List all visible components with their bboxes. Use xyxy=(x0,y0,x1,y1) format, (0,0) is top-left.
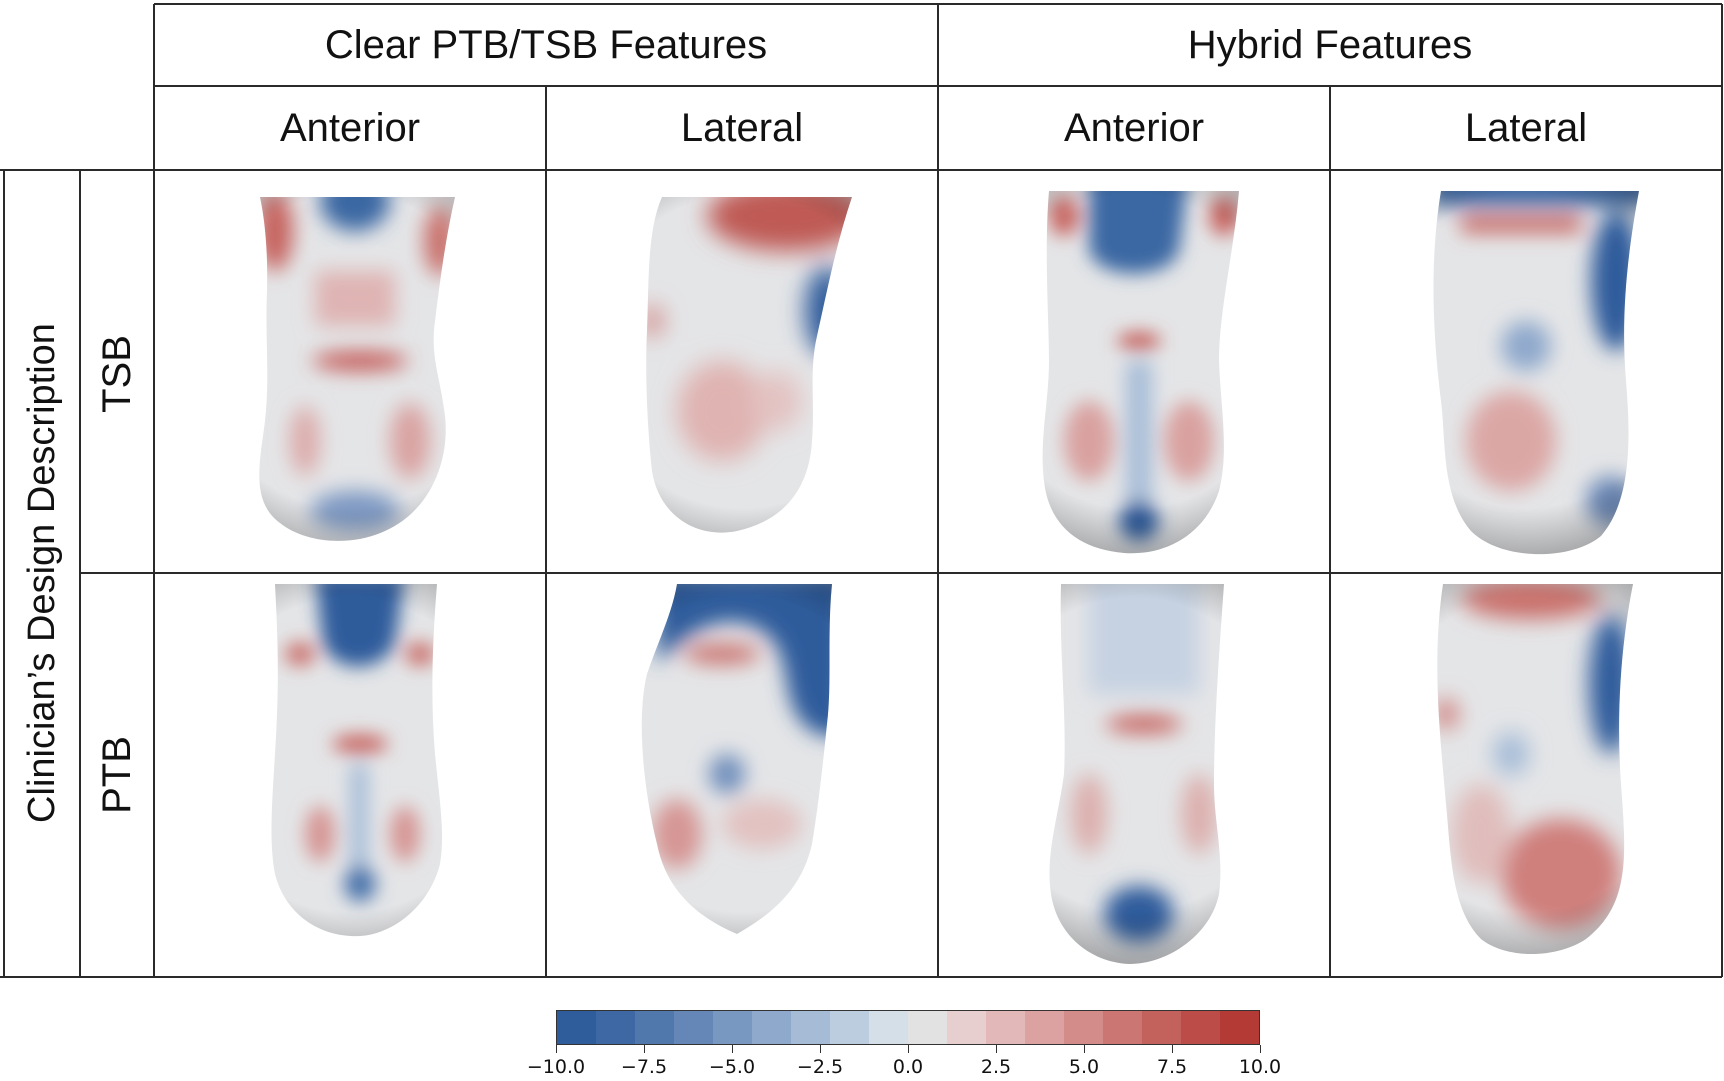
colorbar-tick xyxy=(1084,1045,1085,1053)
column-header-anterior-1: Anterior xyxy=(279,105,421,150)
colorbar-tick-label: −5.0 xyxy=(708,1056,756,1078)
colorbar-tick-label: 10.0 xyxy=(1238,1056,1282,1078)
colorbar-tick xyxy=(644,1045,645,1053)
colorbar-tick xyxy=(1260,1045,1261,1053)
colorbar-segment xyxy=(596,1011,635,1044)
colorbar-segment xyxy=(830,1011,869,1044)
colorbar-segment xyxy=(908,1011,947,1044)
colorbar-segment xyxy=(791,1011,830,1044)
column-header-lateral-2: Lateral xyxy=(1464,105,1588,150)
colorbar-tick-label: −7.5 xyxy=(620,1056,668,1078)
row-axis-label: Clinician’s Design Description xyxy=(20,323,63,823)
heatmap-ptb-hybrid-anterior xyxy=(939,574,1329,976)
colorbar-tick xyxy=(908,1045,909,1053)
colorbar-tick xyxy=(996,1045,997,1053)
colorbar-segment xyxy=(1103,1011,1142,1044)
colorbar-tick xyxy=(556,1045,557,1053)
colorbar-tick xyxy=(1172,1045,1173,1053)
row-label-tsb: TSB xyxy=(94,335,139,413)
row-label-ptb: PTB xyxy=(94,736,139,814)
colorbar-segment xyxy=(1220,1011,1259,1044)
colorbar-segment xyxy=(752,1011,791,1044)
colorbar-tick-label: 0.0 xyxy=(892,1056,924,1078)
colorbar-tick-label: 7.5 xyxy=(1156,1056,1188,1078)
column-header-lateral-1: Lateral xyxy=(680,105,804,150)
colorbar-tick-label: 2.5 xyxy=(980,1056,1012,1078)
colorbar-segment xyxy=(713,1011,752,1044)
heatmap-tsb-clear-anterior xyxy=(155,171,545,572)
colorbar-segment xyxy=(1025,1011,1064,1044)
column-group-clear-features-label: Clear PTB/TSB Features xyxy=(324,22,768,67)
colorbar-tick-label: 5.0 xyxy=(1068,1056,1100,1078)
colorbar-segment xyxy=(674,1011,713,1044)
colorbar-segment xyxy=(869,1011,908,1044)
colorbar-tick-label: −2.5 xyxy=(796,1056,844,1078)
colorbar-segment xyxy=(635,1011,674,1044)
colorbar-segment xyxy=(947,1011,986,1044)
heatmap-tsb-clear-lateral xyxy=(547,171,937,572)
colorbar-segment xyxy=(1142,1011,1181,1044)
colorbar-segment xyxy=(986,1011,1025,1044)
heatmap-tsb-hybrid-anterior xyxy=(939,171,1329,572)
heatmap-ptb-clear-lateral xyxy=(547,574,937,976)
column-group-clear-features: Clear PTB/TSB Features xyxy=(154,4,938,86)
colorbar xyxy=(556,1010,1260,1045)
colorbar-segment xyxy=(1064,1011,1103,1044)
colorbar-segment xyxy=(557,1011,596,1044)
heatmap-tsb-hybrid-lateral xyxy=(1331,171,1721,572)
colorbar-tick xyxy=(820,1045,821,1053)
colorbar-segment xyxy=(1181,1011,1220,1044)
column-group-hybrid-features-label: Hybrid Features xyxy=(1187,22,1473,67)
colorbar-tick-label: −10.0 xyxy=(526,1056,586,1078)
column-group-hybrid-features: Hybrid Features xyxy=(938,4,1722,86)
colorbar-tick xyxy=(732,1045,733,1053)
column-header-anterior-2: Anterior xyxy=(1063,105,1205,150)
heatmap-ptb-clear-anterior xyxy=(155,574,545,976)
heatmap-ptb-hybrid-lateral xyxy=(1331,574,1721,976)
